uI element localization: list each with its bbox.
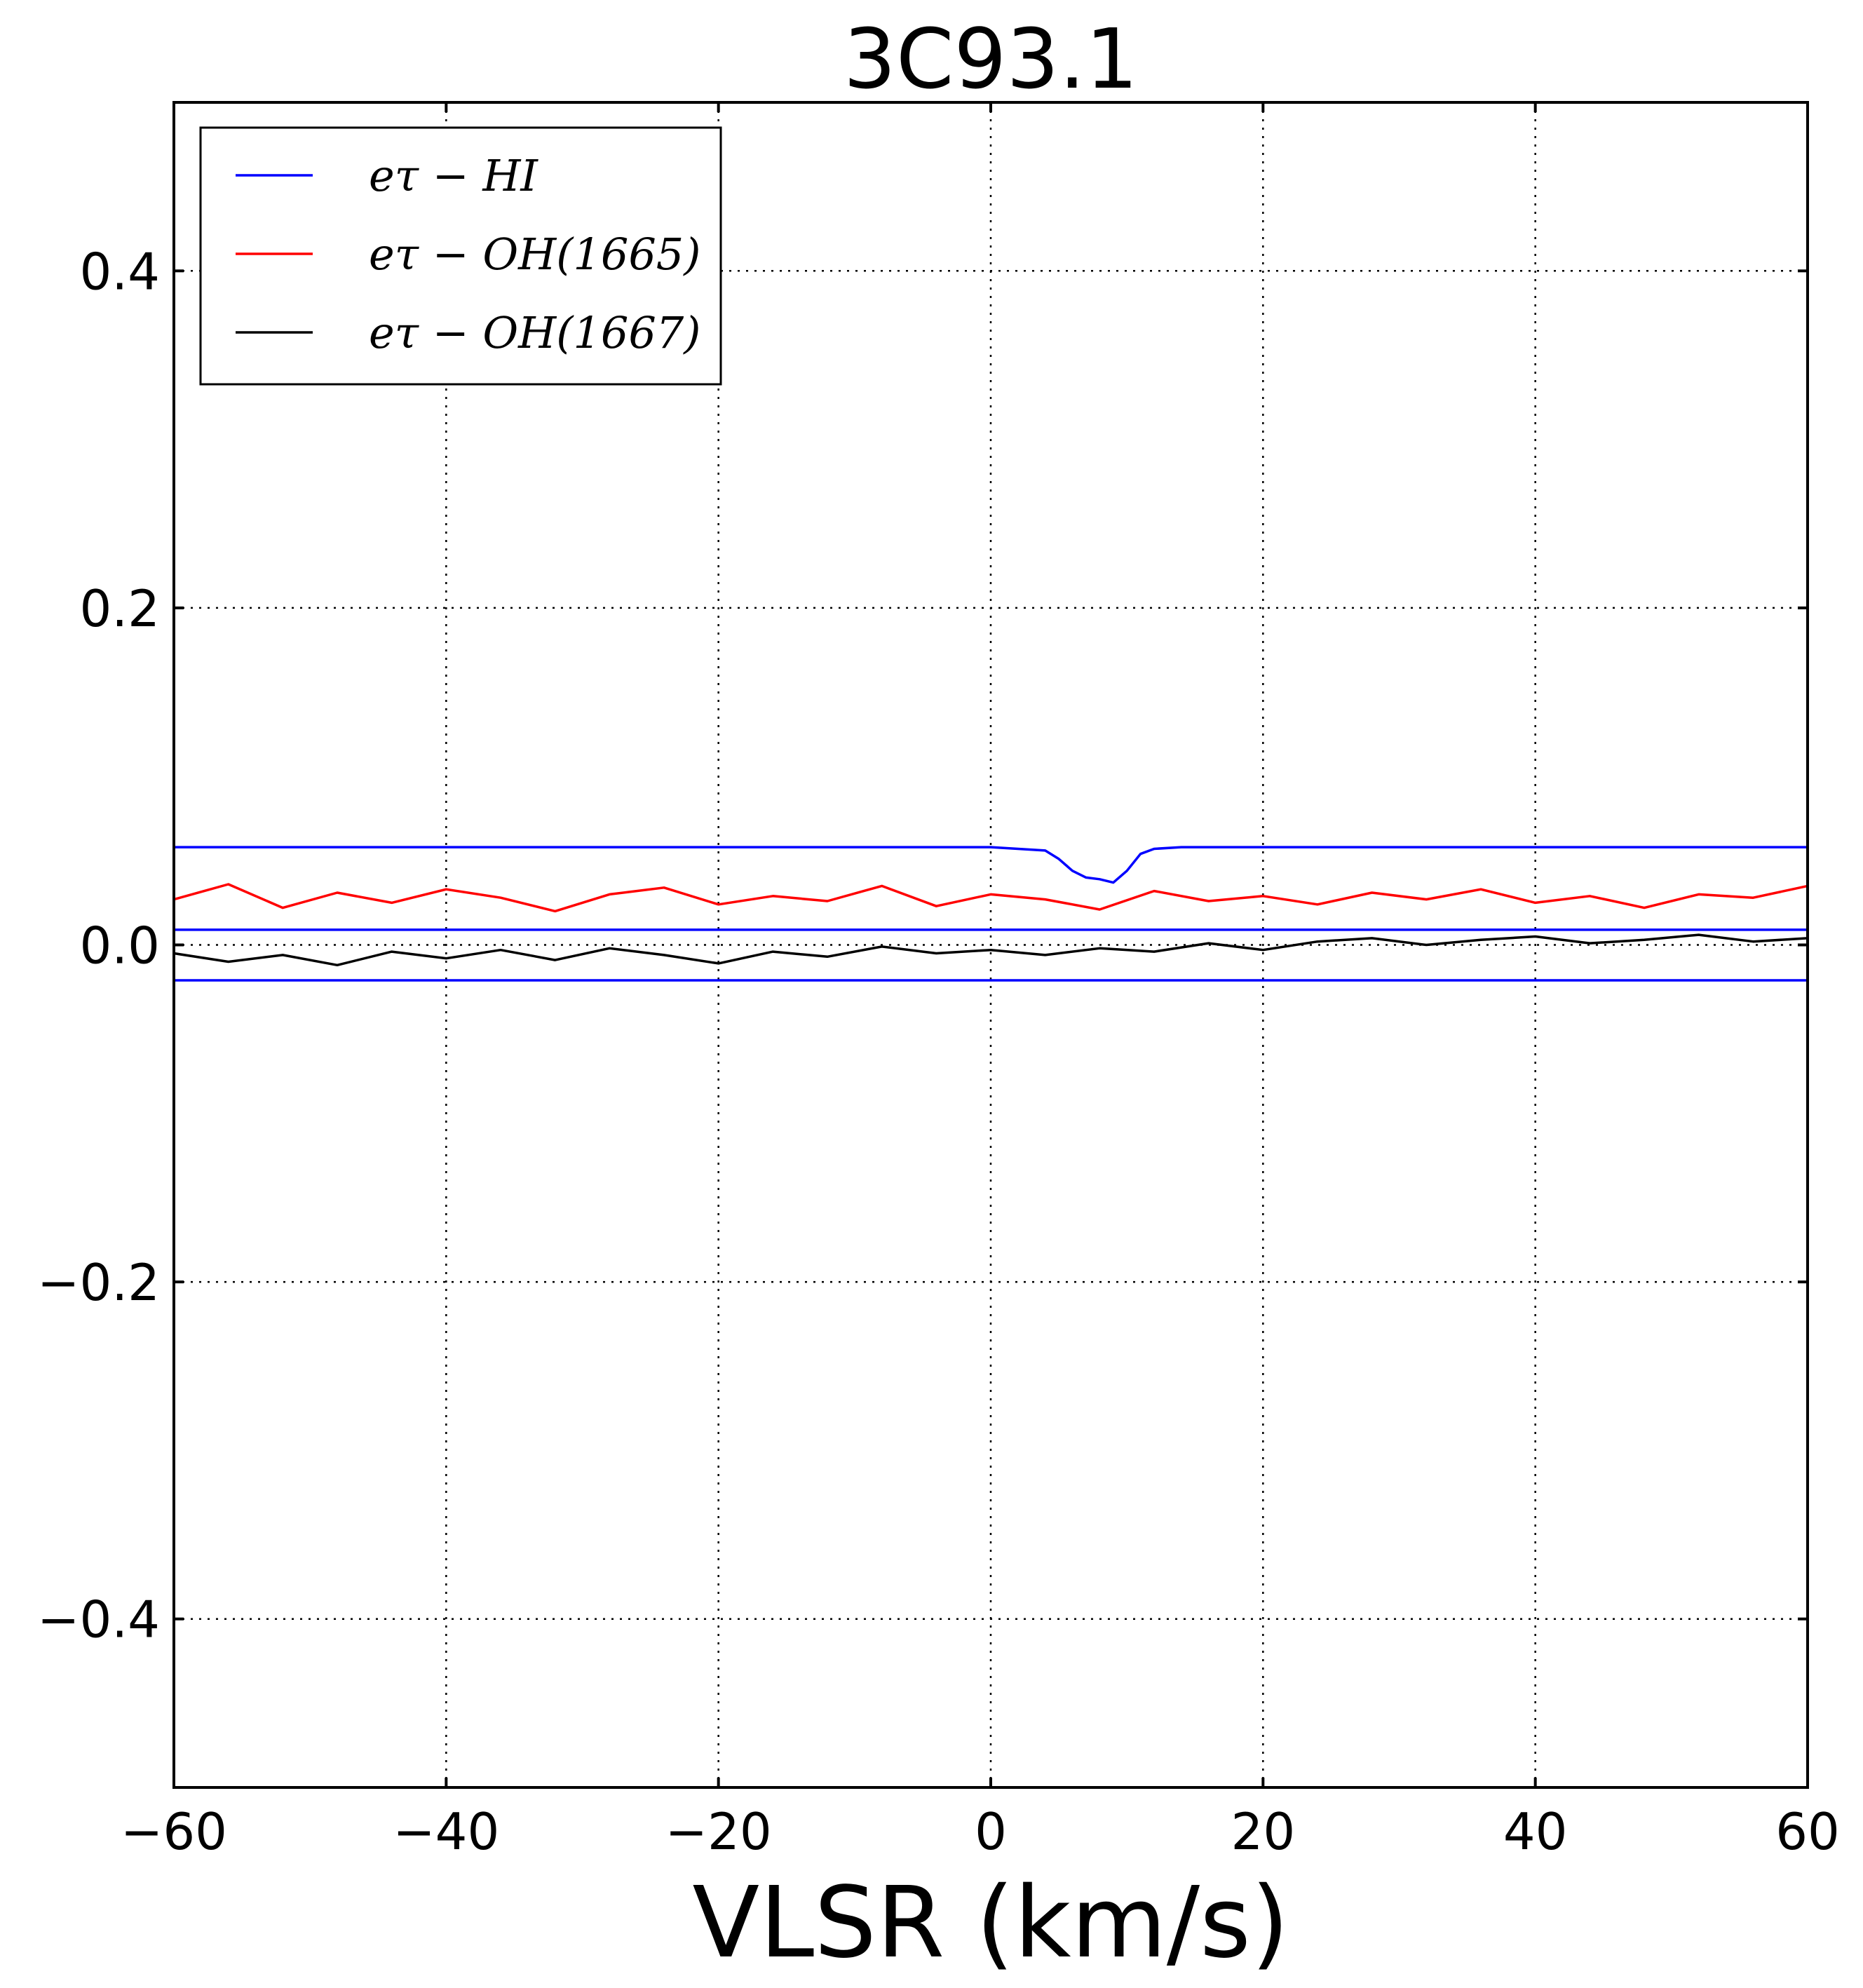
legend: eτ − HI eτ − OH(1665) eτ − OH(1667) (199, 126, 722, 386)
x-tick-label: −40 (393, 1802, 499, 1861)
y-tick-label: −0.2 (37, 1253, 160, 1312)
grid (174, 102, 1808, 1787)
plot-series (173, 846, 1808, 982)
series-line-2 (173, 933, 1808, 967)
series-line-0 (174, 846, 1808, 884)
x-tick-label: 40 (1503, 1802, 1568, 1861)
x-axis-label: VLSR (km/s) (692, 1866, 1289, 1980)
x-tick-label: 20 (1231, 1802, 1296, 1861)
x-tick-label: −20 (665, 1802, 772, 1861)
chart-title: 3C93.1 (844, 11, 1138, 107)
x-tick-label: −60 (121, 1802, 227, 1861)
legend-box (199, 126, 722, 386)
y-tick-label: 0.2 (79, 579, 160, 638)
x-tick-label: 0 (975, 1802, 1007, 1861)
legend-label: eτ − HI (369, 150, 538, 201)
y-tick-label: −0.4 (37, 1590, 160, 1649)
y-tick-label: 0.4 (79, 242, 160, 301)
series-line-1 (173, 883, 1808, 913)
axis-ticks: −60 −40 −20 0 20 40 60 −0.4 −0.2 0.0 0.2 0.4 (37, 102, 1840, 1861)
y-tick-label: 0.0 (79, 917, 160, 975)
legend-label: eτ − OH(1667) (369, 307, 700, 358)
legend-label: eτ − OH(1665) (369, 229, 700, 280)
x-tick-label: 60 (1775, 1802, 1840, 1861)
